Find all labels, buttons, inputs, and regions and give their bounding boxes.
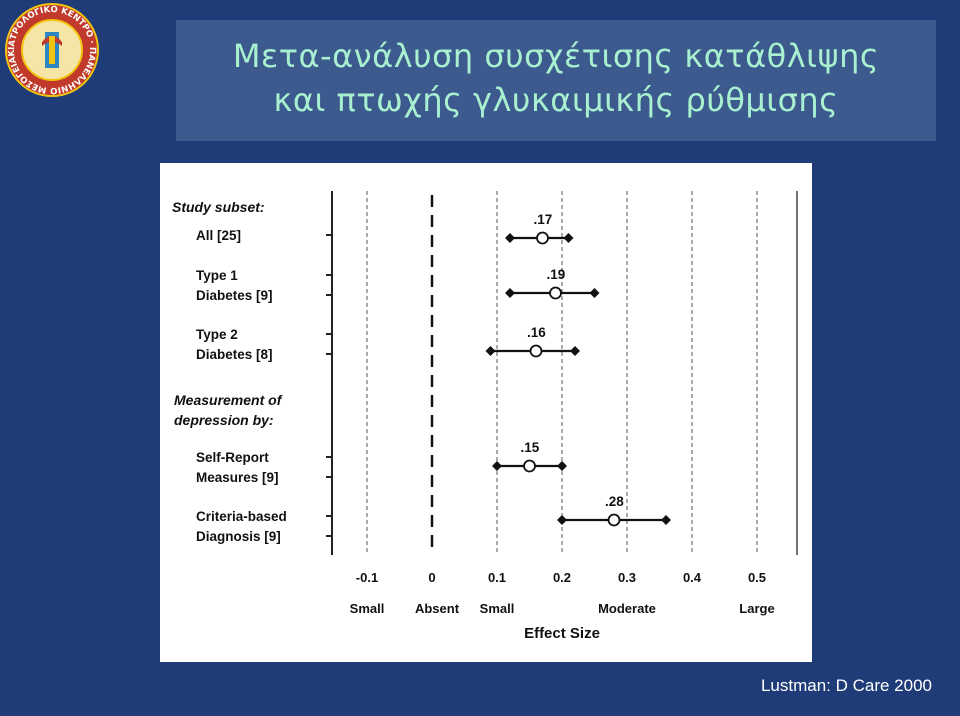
forest-plot-figure: Study subset: Measurement of depression by… [160, 163, 812, 662]
ci-upper-marker-0 [563, 233, 574, 243]
grid-layer [326, 191, 798, 555]
row-label-4-line-1: Diagnosis [9] [196, 529, 281, 544]
x-tick-label-4: 0.3 [618, 570, 636, 585]
logo-seal: ΙΑΤΡΟΛΟΓΙΚΟ ΚΕΝΤΡΟ · ΠΑΝΕΛΛΗΝΙΟ ΜΕΣΟΓΕΙΑ… [0, 0, 102, 98]
slide-title-box: Μετα-ανάλυση συσχέτισης κατάθλιψης και π… [176, 20, 936, 141]
slide-title-line-2: και πτωχής γλυκαιμικής ρύθμισης [273, 81, 839, 119]
ci-lower-marker-3 [492, 461, 502, 471]
ci-lower-marker-2 [485, 346, 496, 356]
row-label-3-line-1: Measures [9] [196, 470, 279, 485]
x-tick-label-0: -0.1 [356, 570, 378, 585]
x-category-label-3: Moderate [598, 601, 656, 616]
x-tick-label-5: 0.4 [683, 570, 702, 585]
x-axis-layer: -0.1 0 0.1 0.2 0.3 0.4 0.5 Small Absent Small Mode… [350, 570, 775, 642]
x-category-label-4: Large [739, 601, 774, 616]
estimate-point-3 [523, 459, 536, 473]
x-category-label-2: Small [480, 601, 515, 616]
section-header-measurement: Measurement of [174, 392, 283, 408]
x-tick-label-2: 0.1 [488, 570, 506, 585]
ci-upper-marker-3 [557, 461, 567, 471]
row-label-2-line-0: Type 2 [196, 327, 238, 342]
x-category-label-0: Small [350, 601, 385, 616]
ci-lower-marker-4 [557, 515, 567, 525]
x-category-label-1: Absent [415, 601, 460, 616]
row-labels-layer: Study subset: Measurement of depression by… [172, 199, 287, 544]
section-header-study-subset: Study subset: [172, 199, 265, 215]
row-label-3-line-0: Self-Report [196, 450, 269, 465]
ci-upper-marker-1 [589, 288, 600, 298]
forest-plot: Study subset: Measurement of depression by… [172, 191, 798, 642]
estimate-label-4: .28 [605, 494, 624, 509]
estimate-point-2 [529, 344, 543, 358]
row-label-4-line-0: Criteria-based [196, 509, 287, 524]
marks-layer: .17 .19 .16 .15 .28 [485, 212, 671, 527]
estimate-label-0: .17 [534, 212, 553, 227]
citation: Lustman: D Care 2000 [760, 676, 932, 695]
x-tick-label-1: 0 [428, 570, 435, 585]
ci-lower-marker-0 [505, 233, 515, 243]
estimate-label-2: .16 [527, 325, 546, 340]
section-header-measurement-line-2: depression by: [174, 412, 274, 428]
slide-title-line-1: Μετα-ανάλυση συσχέτισης κατάθλιψης [232, 37, 880, 75]
row-label-1-line-1: Diabetes [9] [196, 288, 273, 303]
ci-lower-marker-1 [505, 288, 515, 298]
estimate-point-4 [607, 513, 621, 527]
x-axis-title: Effect Size [524, 625, 600, 642]
estimate-point-1 [549, 286, 562, 300]
estimate-label-3: .15 [521, 440, 540, 455]
x-tick-label-3: 0.2 [553, 570, 571, 585]
ci-upper-marker-2 [570, 346, 580, 356]
ci-upper-marker-4 [661, 515, 671, 525]
estimate-point-0 [536, 231, 549, 245]
x-tick-label-6: 0.5 [748, 570, 766, 585]
row-label-2-line-1: Diabetes [8] [196, 347, 273, 362]
row-label-1-line-0: Type 1 [196, 268, 238, 283]
estimate-label-1: .19 [547, 267, 566, 282]
row-label-0-line-0: All [25] [196, 228, 241, 243]
medical-association-seal-icon: ΙΑΤΡΟΛΟΓΙΚΟ ΚΕΝΤΡΟ · ΠΑΝΕΛΛΗΝΙΟ ΜΕΣΟΓΕΙΑ… [0, 0, 99, 97]
